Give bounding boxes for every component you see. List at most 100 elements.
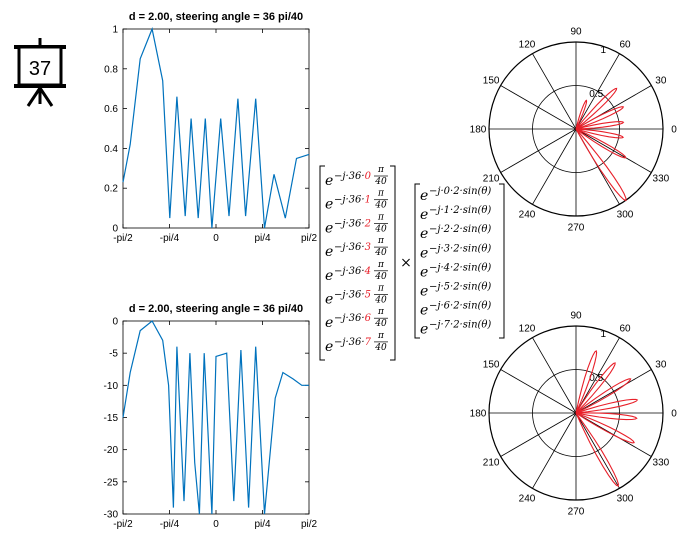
polar-angle-label: 150 [483,360,500,371]
base-e: e [325,244,333,260]
y-tick-label: 0.4 [104,144,118,155]
polar-lobe [575,87,618,130]
polar-spoke [532,412,577,489]
polar-lobe [575,378,632,414]
y-tick-label: -20 [104,445,119,456]
polar-radius-label: 0.5 [589,373,603,384]
steering-entry: e −j·36·1 π 40 [325,189,388,213]
exponent: −j·6·2·sin(θ) [429,301,491,312]
base-e: e [420,245,428,261]
x-tick-label: pi/2 [301,519,318,530]
exponent: −j·36·7 [334,337,372,348]
polar-angle-label: 330 [653,174,670,185]
y-tick-label: 0.6 [104,104,118,115]
element-entry: e −j·4·2·sin(θ) [420,262,491,280]
x-tick-label: -pi/2 [113,233,133,244]
steering-entry: e −j·36·7 π 40 [325,331,388,355]
polar-lobe [575,412,635,444]
polar-angle-label: 300 [617,493,634,504]
polar-lobe [575,398,639,414]
polar-angle-label: 90 [570,27,582,38]
element-entry: e −j·3·2·sin(θ) [420,243,491,261]
polar-radius-label: 1 [601,45,607,56]
polar-lobe [575,128,627,159]
steering-entry: e −j·36·6 π 40 [325,307,388,331]
polar-spoke [575,369,652,414]
y-tick-label: -10 [104,381,119,392]
fraction-denominator: 40 [374,248,387,258]
exponent: −j·7·2·sin(θ) [429,320,491,331]
y-tick-label: -15 [104,413,119,424]
polar-angle-label: 240 [519,493,536,504]
fraction-denominator: 40 [374,201,387,211]
fraction-denominator: 40 [374,272,387,282]
y-tick-label: 0.2 [104,184,118,195]
element-entry: e −j·2·2·sin(θ) [420,224,491,242]
base-e: e [420,188,428,204]
polar-spoke [575,412,620,489]
exponent: −j·5·2·sin(θ) [429,282,491,293]
polar-angle-label: 30 [655,360,667,371]
x-tick-label: -pi/4 [160,519,180,530]
exponent: −j·2·2·sin(θ) [429,224,491,235]
polar-angle-label: 210 [483,458,500,469]
y-tick-label: 0.8 [104,64,118,75]
fraction-numerator: π [377,284,385,294]
exponent: −j·36·0 [334,171,372,182]
fraction-numerator: π [377,307,385,317]
plot-area [122,320,310,515]
chart-title: d = 2.00, steering angle = 36 pi/40 [129,11,303,23]
polar-spoke [532,128,577,205]
exponent: −j·4·2·sin(θ) [429,262,491,273]
polar-spoke [532,53,577,130]
steering-entry: e −j·36·3 π 40 [325,236,388,260]
base-e: e [325,197,333,213]
x-tick-label: -pi/4 [160,233,180,244]
polar-lobe [575,349,598,414]
y-tick-label: 0 [112,317,118,328]
element-entry: e −j·1·2·sin(θ) [420,205,491,223]
array-factor-db-chart: d = 2.00, steering angle = 36 pi/40 -pi/2… [104,303,318,530]
exponent: −j·36·1 [334,195,371,206]
polar-spoke [575,337,620,414]
polar-radius-label: 0.5 [589,89,603,100]
polar-angle-label: 90 [570,311,582,322]
slide-number: 37 [29,58,51,80]
element-entry: e −j·0·2·sin(θ) [420,186,491,204]
polar-angle-label: 210 [483,174,500,185]
polar-spoke [500,128,577,173]
fraction-numerator: π [377,189,385,199]
fraction-denominator: 40 [374,177,387,187]
fraction-numerator: π [377,165,385,175]
base-e: e [420,322,428,338]
exponent: −j·1·2·sin(θ) [429,205,491,216]
x-tick-label: pi/4 [254,233,271,244]
polar-angle-label: 270 [568,507,585,518]
fraction-numerator: π [377,236,385,246]
polar-lobe [575,412,638,421]
presentation-icon: 37 [14,38,66,107]
polar-angle-label: 0 [671,409,677,420]
multiply-sign: × [400,255,412,271]
polar-spoke [575,128,652,173]
y-tick-label: -25 [104,477,119,488]
polar-lobe [575,128,625,139]
polar-angle-label: 270 [568,223,585,234]
polar-radius-label: 1 [601,329,607,340]
y-tick-label: -5 [109,349,118,360]
exponent: −j·3·2·sin(θ) [429,243,491,254]
polar-angle-label: 30 [655,76,667,87]
base-e: e [420,207,428,223]
exponent: −j·36·4 [334,266,371,277]
polar-spoke [575,53,620,130]
base-e: e [325,315,333,331]
polar-angle-label: 0 [671,125,677,136]
polar-lobe [575,412,619,487]
element-entry: e −j·6·2·sin(θ) [420,301,491,319]
x-tick-label: -pi/2 [113,519,133,530]
element-vector: e −j·0·2·sin(θ)e −j·1·2·sin(θ)e −j·2·2·sin(… [420,186,491,338]
fraction-denominator: 40 [374,224,387,234]
